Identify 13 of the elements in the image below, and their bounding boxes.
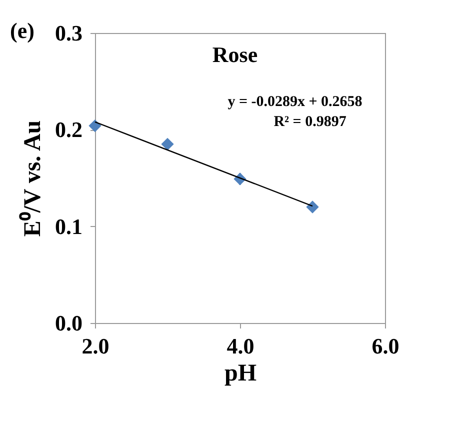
annotation: y = -0.0289x + 0.2658 (228, 94, 362, 110)
x-axis-title: pH (224, 360, 257, 386)
x-tick-label: 2.0 (82, 334, 110, 358)
x-tick-label: 4.0 (226, 334, 254, 358)
y-tick-label: 0.1 (55, 214, 82, 239)
y-tick-label: 0.3 (55, 20, 82, 46)
annotation: Rose (212, 42, 258, 67)
text: (e) (10, 18, 34, 43)
x-tick-label: 6.0 (372, 334, 400, 358)
y-axis-title: E⁰/V vs. Au (19, 120, 46, 237)
annotation: R² = 0.9897 (274, 114, 347, 130)
y-tick-label: 0.0 (55, 310, 82, 336)
y-tick-label: 0.2 (55, 117, 82, 142)
